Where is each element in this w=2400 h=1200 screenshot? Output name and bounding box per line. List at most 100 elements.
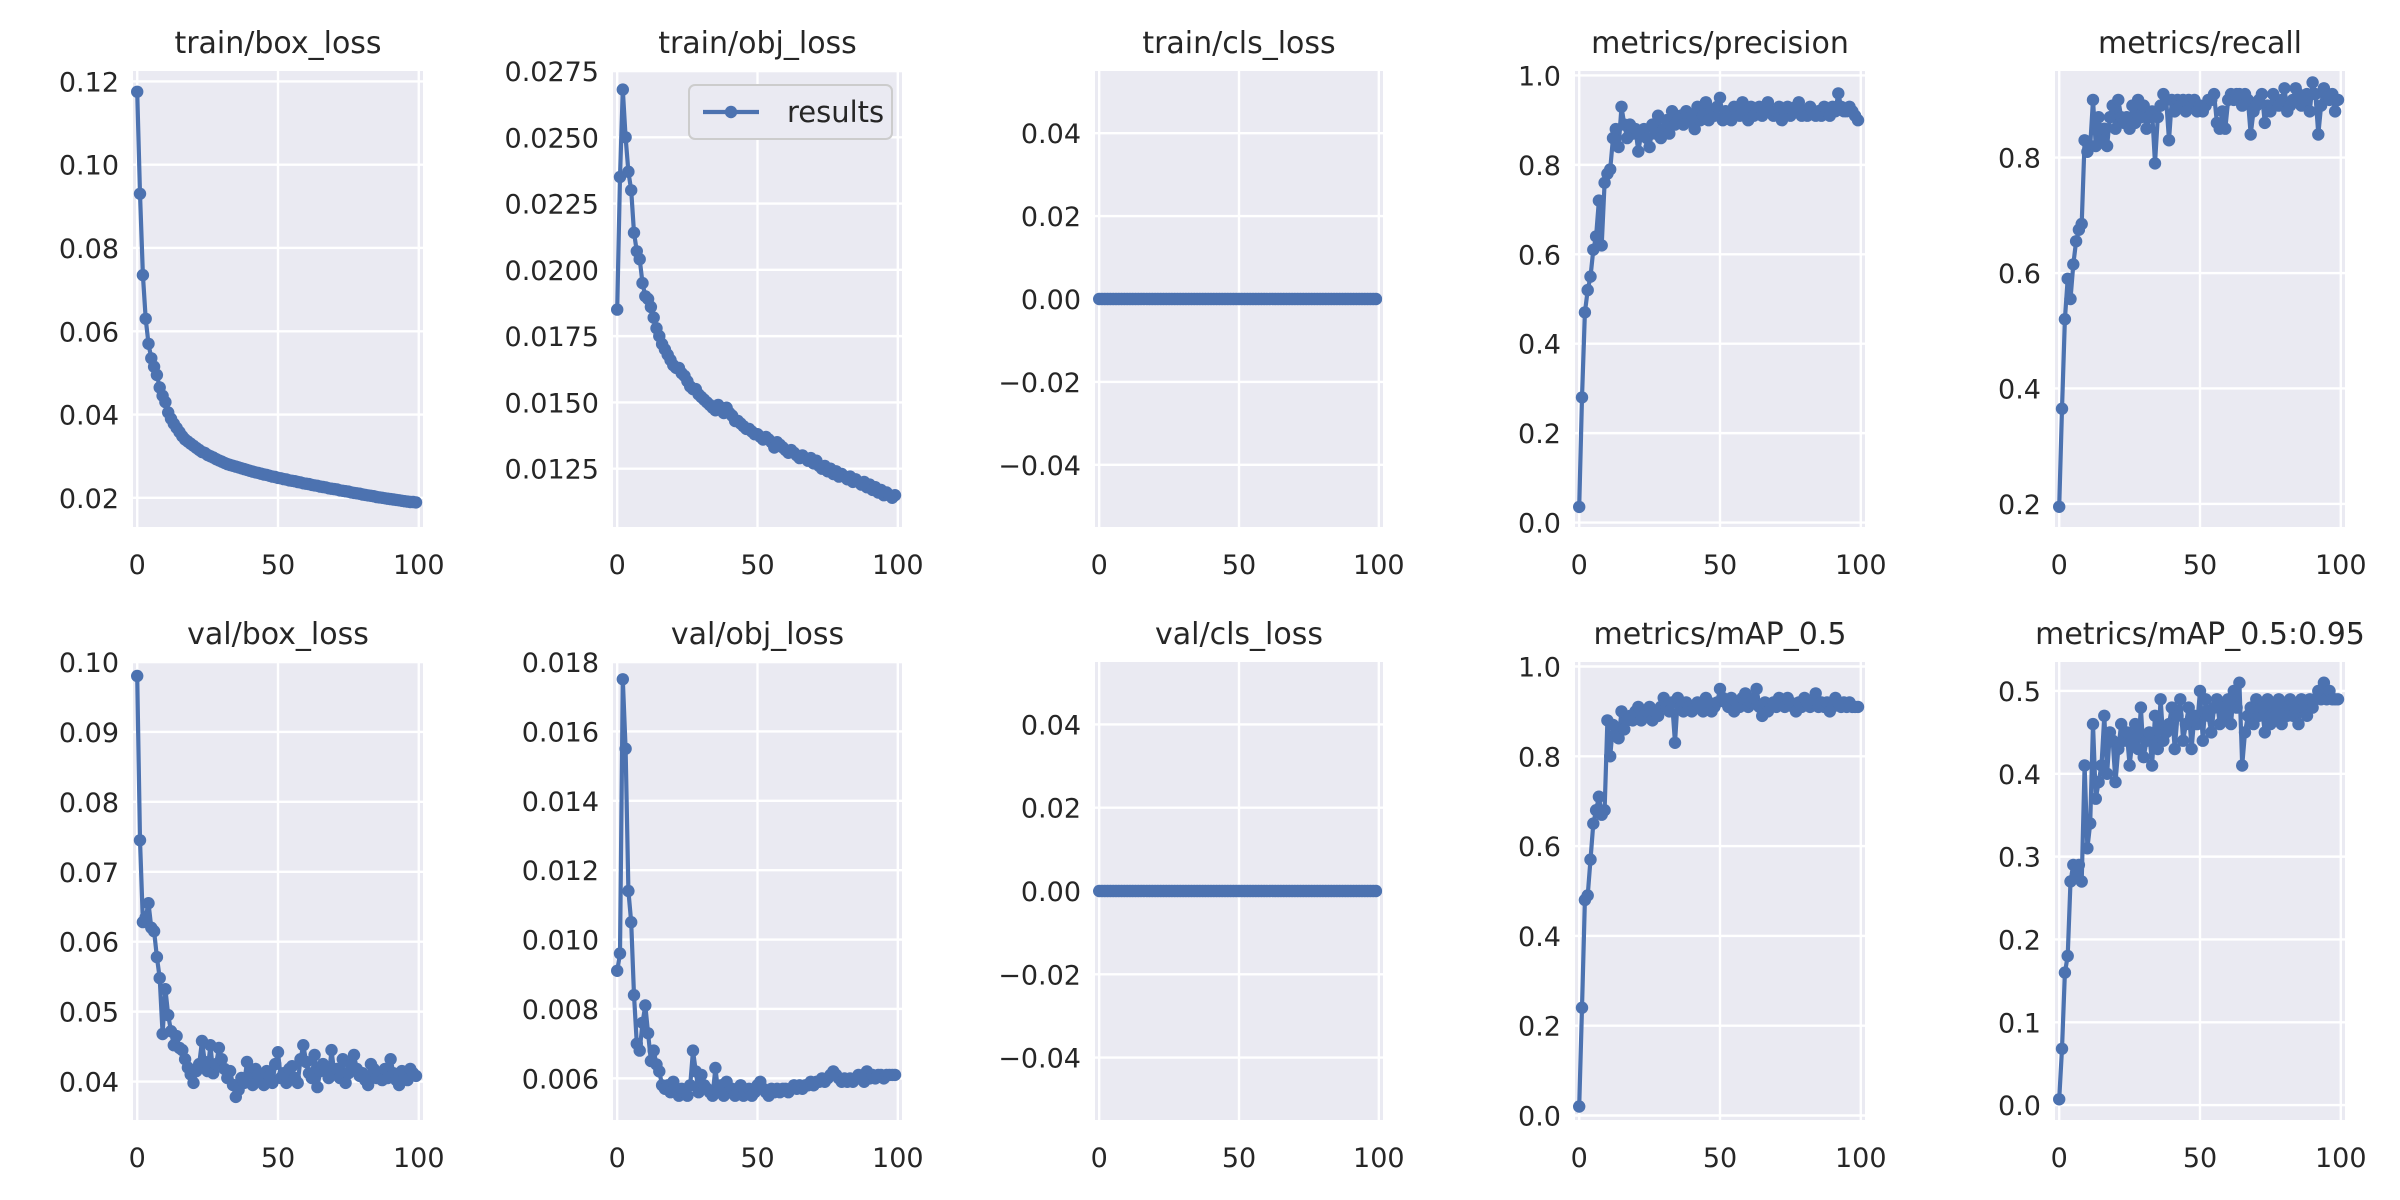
data-point (1696, 705, 1710, 718)
x-tick-label: 50 (1222, 550, 1256, 581)
y-tick-label: 0.0175 (505, 322, 599, 353)
data-point (686, 1044, 700, 1057)
data-point (888, 1068, 902, 1082)
x-tick-label: 0 (609, 1143, 626, 1174)
data-point (2058, 313, 2072, 326)
y-tick-label: 0.08 (59, 788, 119, 819)
data-point (1575, 1001, 1589, 1014)
y-tick-label: −0.02 (998, 960, 1081, 991)
data-point (633, 1044, 646, 1057)
data-point (2058, 966, 2072, 979)
data-point (2292, 717, 2305, 731)
data-point (285, 1060, 299, 1073)
data-point (1851, 700, 1865, 714)
data-point (695, 1068, 708, 1082)
data-point (1792, 96, 1806, 109)
data-point (2331, 93, 2345, 107)
y-tick-label: 0.0225 (505, 190, 599, 221)
data-point (2162, 134, 2176, 147)
data-point (684, 1079, 697, 1092)
y-tick-label: 0.02 (1021, 794, 1081, 825)
data-point (1573, 500, 1586, 514)
data-point (409, 1069, 423, 1083)
data-point (613, 947, 627, 960)
data-point (2137, 751, 2150, 764)
data-point (1573, 1100, 1586, 1113)
subplot-0: 0.02 0.04 0.06 0.08 0.10 0.12 0 50 100 train/box_… (59, 26, 445, 581)
x-tick-label: 100 (1353, 1143, 1405, 1174)
data-point (2067, 258, 2080, 271)
data-point (325, 1043, 338, 1057)
data-point (627, 988, 641, 1002)
y-tick-label: 0.5 (1998, 677, 2041, 708)
y-tick-label: 0.10 (59, 151, 119, 182)
data-point (2255, 87, 2269, 101)
data-point (2278, 82, 2291, 95)
x-tick-label: 100 (872, 550, 924, 581)
data-point (2176, 734, 2190, 747)
data-point (2196, 734, 2209, 747)
y-tick-label: 0.014 (522, 787, 599, 818)
data-point (2098, 122, 2111, 135)
data-point (636, 276, 649, 290)
data-point (2233, 676, 2246, 689)
subplot-1: 0.0125 0.0150 0.0175 0.0200 0.0225 0.0250 0.02… (505, 26, 924, 581)
data-point (681, 1089, 694, 1102)
data-point (150, 950, 164, 964)
data-point (2219, 122, 2232, 135)
subplot-4: 0.2 0.4 0.6 0.8 0 50 100 metrics/recall (1998, 26, 2367, 581)
data-point (647, 1044, 660, 1057)
data-point (308, 1048, 321, 1062)
x-tick-label: 50 (2183, 550, 2217, 581)
data-point (2069, 235, 2083, 248)
legend: results (688, 84, 893, 140)
y-tick-label: 0.0275 (505, 57, 599, 88)
data-point (888, 489, 902, 502)
data-point (611, 964, 624, 977)
data-point (2174, 693, 2187, 706)
y-tick-label: 0.04 (1021, 119, 1081, 150)
data-point (159, 395, 172, 409)
data-point (1604, 750, 1617, 763)
data-point (1668, 736, 1682, 749)
data-point (133, 834, 147, 847)
subplot-8: 0.0 0.2 0.4 0.6 0.8 1.0 0 50 100 metrics/mAP_0.5 (1518, 617, 1887, 1174)
data-point (1713, 91, 1727, 105)
y-tick-label: 0.07 (59, 858, 119, 889)
data-point (1643, 140, 1656, 154)
y-tick-label: 0.10 (59, 648, 119, 679)
x-tick-label: 100 (2315, 1143, 2367, 1174)
data-point (1750, 682, 1763, 696)
y-tick-label: 0.02 (1021, 202, 1081, 233)
data-point (2258, 116, 2271, 130)
x-tick-label: 100 (872, 1143, 924, 1174)
data-point (2216, 105, 2229, 118)
y-tick-label: 0.018 (522, 648, 599, 679)
data-point (2089, 792, 2102, 805)
x-tick-label: 0 (129, 550, 146, 581)
y-tick-label: 0.1 (1998, 1008, 2041, 1039)
data-point (611, 303, 624, 316)
legend-marker (724, 105, 738, 119)
data-point (2205, 726, 2218, 739)
y-tick-label: −0.04 (998, 1044, 1081, 1075)
y-tick-label: 0.0 (1998, 1091, 2041, 1122)
data-point (291, 1076, 304, 1090)
data-point (2086, 93, 2100, 107)
subplot-title: val/box_loss (187, 617, 369, 652)
data-point (2179, 717, 2193, 731)
data-point (347, 1048, 361, 1062)
data-point (625, 184, 638, 197)
y-tick-label: 0.2 (1518, 419, 1561, 450)
y-tick-label: 0.04 (59, 401, 119, 432)
data-point (384, 1053, 397, 1066)
data-point (1578, 306, 1592, 319)
data-point (142, 897, 155, 910)
data-point (2078, 759, 2091, 772)
data-point (300, 1055, 313, 1069)
data-point (187, 1076, 200, 1090)
data-point (2053, 500, 2066, 513)
data-point (1615, 100, 1628, 114)
x-tick-label: 100 (2315, 550, 2367, 581)
